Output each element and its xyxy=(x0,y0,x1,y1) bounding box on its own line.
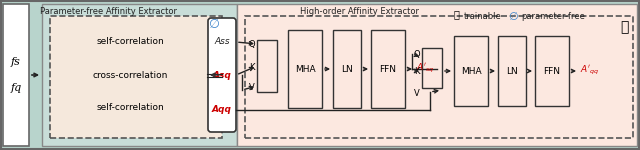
Text: Aqq: Aqq xyxy=(212,105,232,114)
Text: Parameter-free Affinity Extractor: Parameter-free Affinity Extractor xyxy=(40,7,177,16)
Text: V: V xyxy=(249,84,255,93)
Bar xyxy=(371,30,405,108)
Bar xyxy=(42,4,237,146)
Bar xyxy=(288,30,322,108)
Bar xyxy=(333,30,361,108)
Bar xyxy=(50,16,222,138)
Text: fs: fs xyxy=(11,57,21,67)
Text: FFN: FFN xyxy=(380,64,397,74)
Text: $A'_{qq}$: $A'_{qq}$ xyxy=(580,63,599,76)
Text: self-correlation: self-correlation xyxy=(96,38,164,46)
Text: 🔥: 🔥 xyxy=(620,20,628,34)
Bar xyxy=(454,36,488,106)
Text: K: K xyxy=(414,66,420,75)
Text: cross-correlation: cross-correlation xyxy=(92,70,168,80)
Text: $A'_{sq}$: $A'_{sq}$ xyxy=(416,61,435,75)
Text: High-order Affinity Extractor: High-order Affinity Extractor xyxy=(301,7,419,16)
Text: parameter-free: parameter-free xyxy=(521,12,585,21)
Bar xyxy=(535,36,569,106)
Text: trainable: trainable xyxy=(464,12,502,21)
Text: Ass: Ass xyxy=(214,38,230,46)
Text: 🔥: 🔥 xyxy=(453,9,459,19)
Text: Q: Q xyxy=(249,39,255,48)
Text: MHA: MHA xyxy=(294,64,316,74)
Text: V: V xyxy=(414,90,420,99)
FancyBboxPatch shape xyxy=(208,18,236,132)
Text: self-correlation: self-correlation xyxy=(96,103,164,112)
Text: FFN: FFN xyxy=(543,66,561,75)
Bar xyxy=(3,4,29,146)
Bar xyxy=(245,16,633,138)
Bar xyxy=(257,40,277,92)
Text: $\varnothing$: $\varnothing$ xyxy=(508,10,518,22)
Text: LN: LN xyxy=(341,64,353,74)
Text: $\varnothing$: $\varnothing$ xyxy=(208,17,220,31)
Bar xyxy=(498,36,526,106)
Text: Asq: Asq xyxy=(212,70,232,80)
Text: Q: Q xyxy=(413,50,420,58)
Text: fq: fq xyxy=(10,83,22,93)
Text: K: K xyxy=(249,63,255,72)
Text: LN: LN xyxy=(506,66,518,75)
Bar xyxy=(422,48,442,88)
Text: MHA: MHA xyxy=(461,66,481,75)
Bar xyxy=(237,4,637,146)
